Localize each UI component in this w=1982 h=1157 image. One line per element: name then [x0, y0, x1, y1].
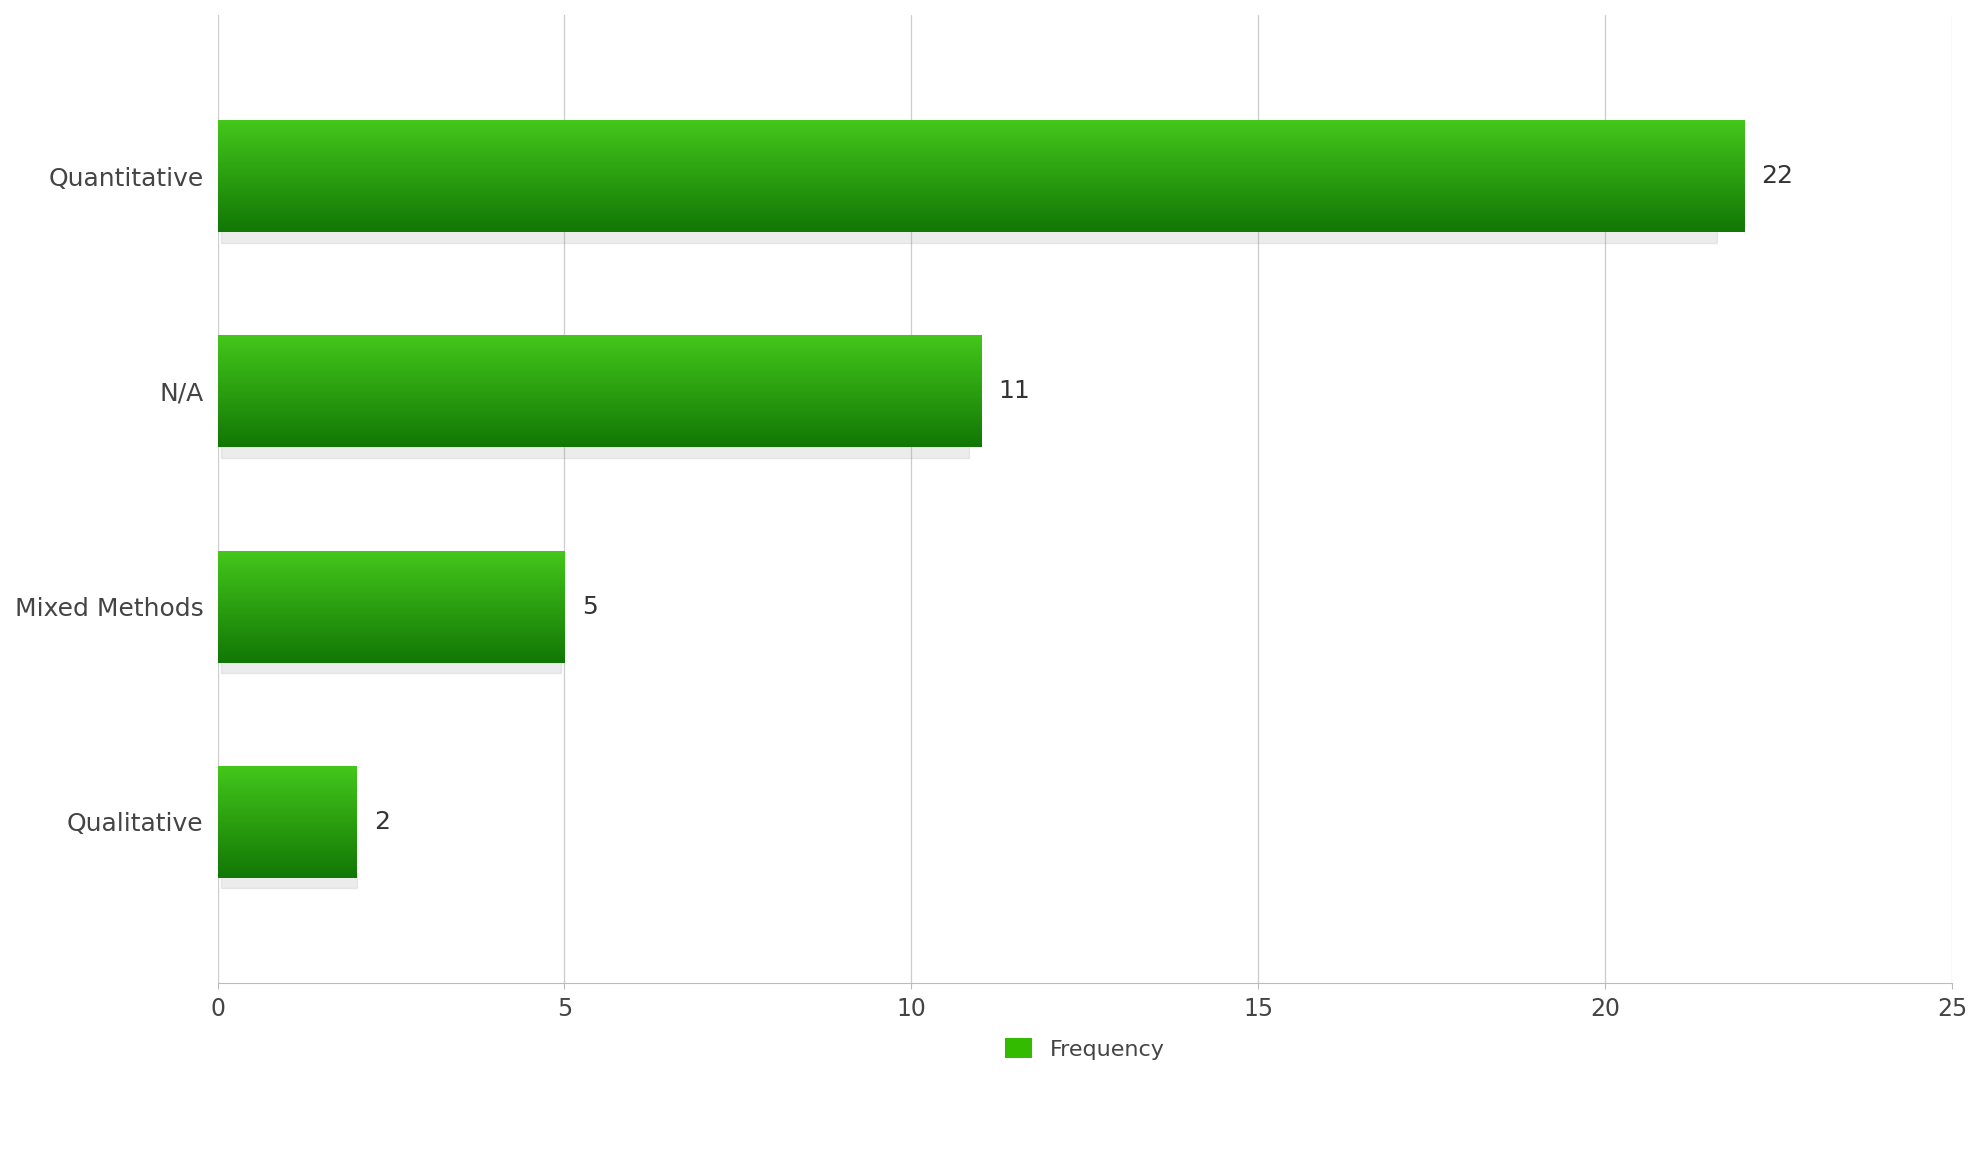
- Text: 11: 11: [999, 379, 1031, 404]
- Bar: [222, 227, 1716, 243]
- Bar: [222, 442, 969, 458]
- Legend: Frequency: Frequency: [997, 1030, 1173, 1069]
- Text: 22: 22: [1762, 164, 1794, 189]
- Bar: [222, 872, 357, 889]
- Bar: [222, 657, 561, 673]
- Text: 2: 2: [375, 810, 390, 834]
- Text: 5: 5: [583, 595, 599, 619]
